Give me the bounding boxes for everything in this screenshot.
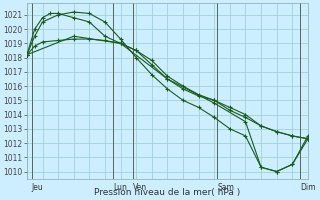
Text: Dim: Dim: [300, 183, 316, 192]
Text: Sam: Sam: [217, 183, 234, 192]
Text: Lun: Lun: [113, 183, 127, 192]
X-axis label: Pression niveau de la mer( hPa ): Pression niveau de la mer( hPa ): [94, 188, 241, 197]
Text: Jeu: Jeu: [32, 183, 43, 192]
Text: Ven: Ven: [133, 183, 147, 192]
